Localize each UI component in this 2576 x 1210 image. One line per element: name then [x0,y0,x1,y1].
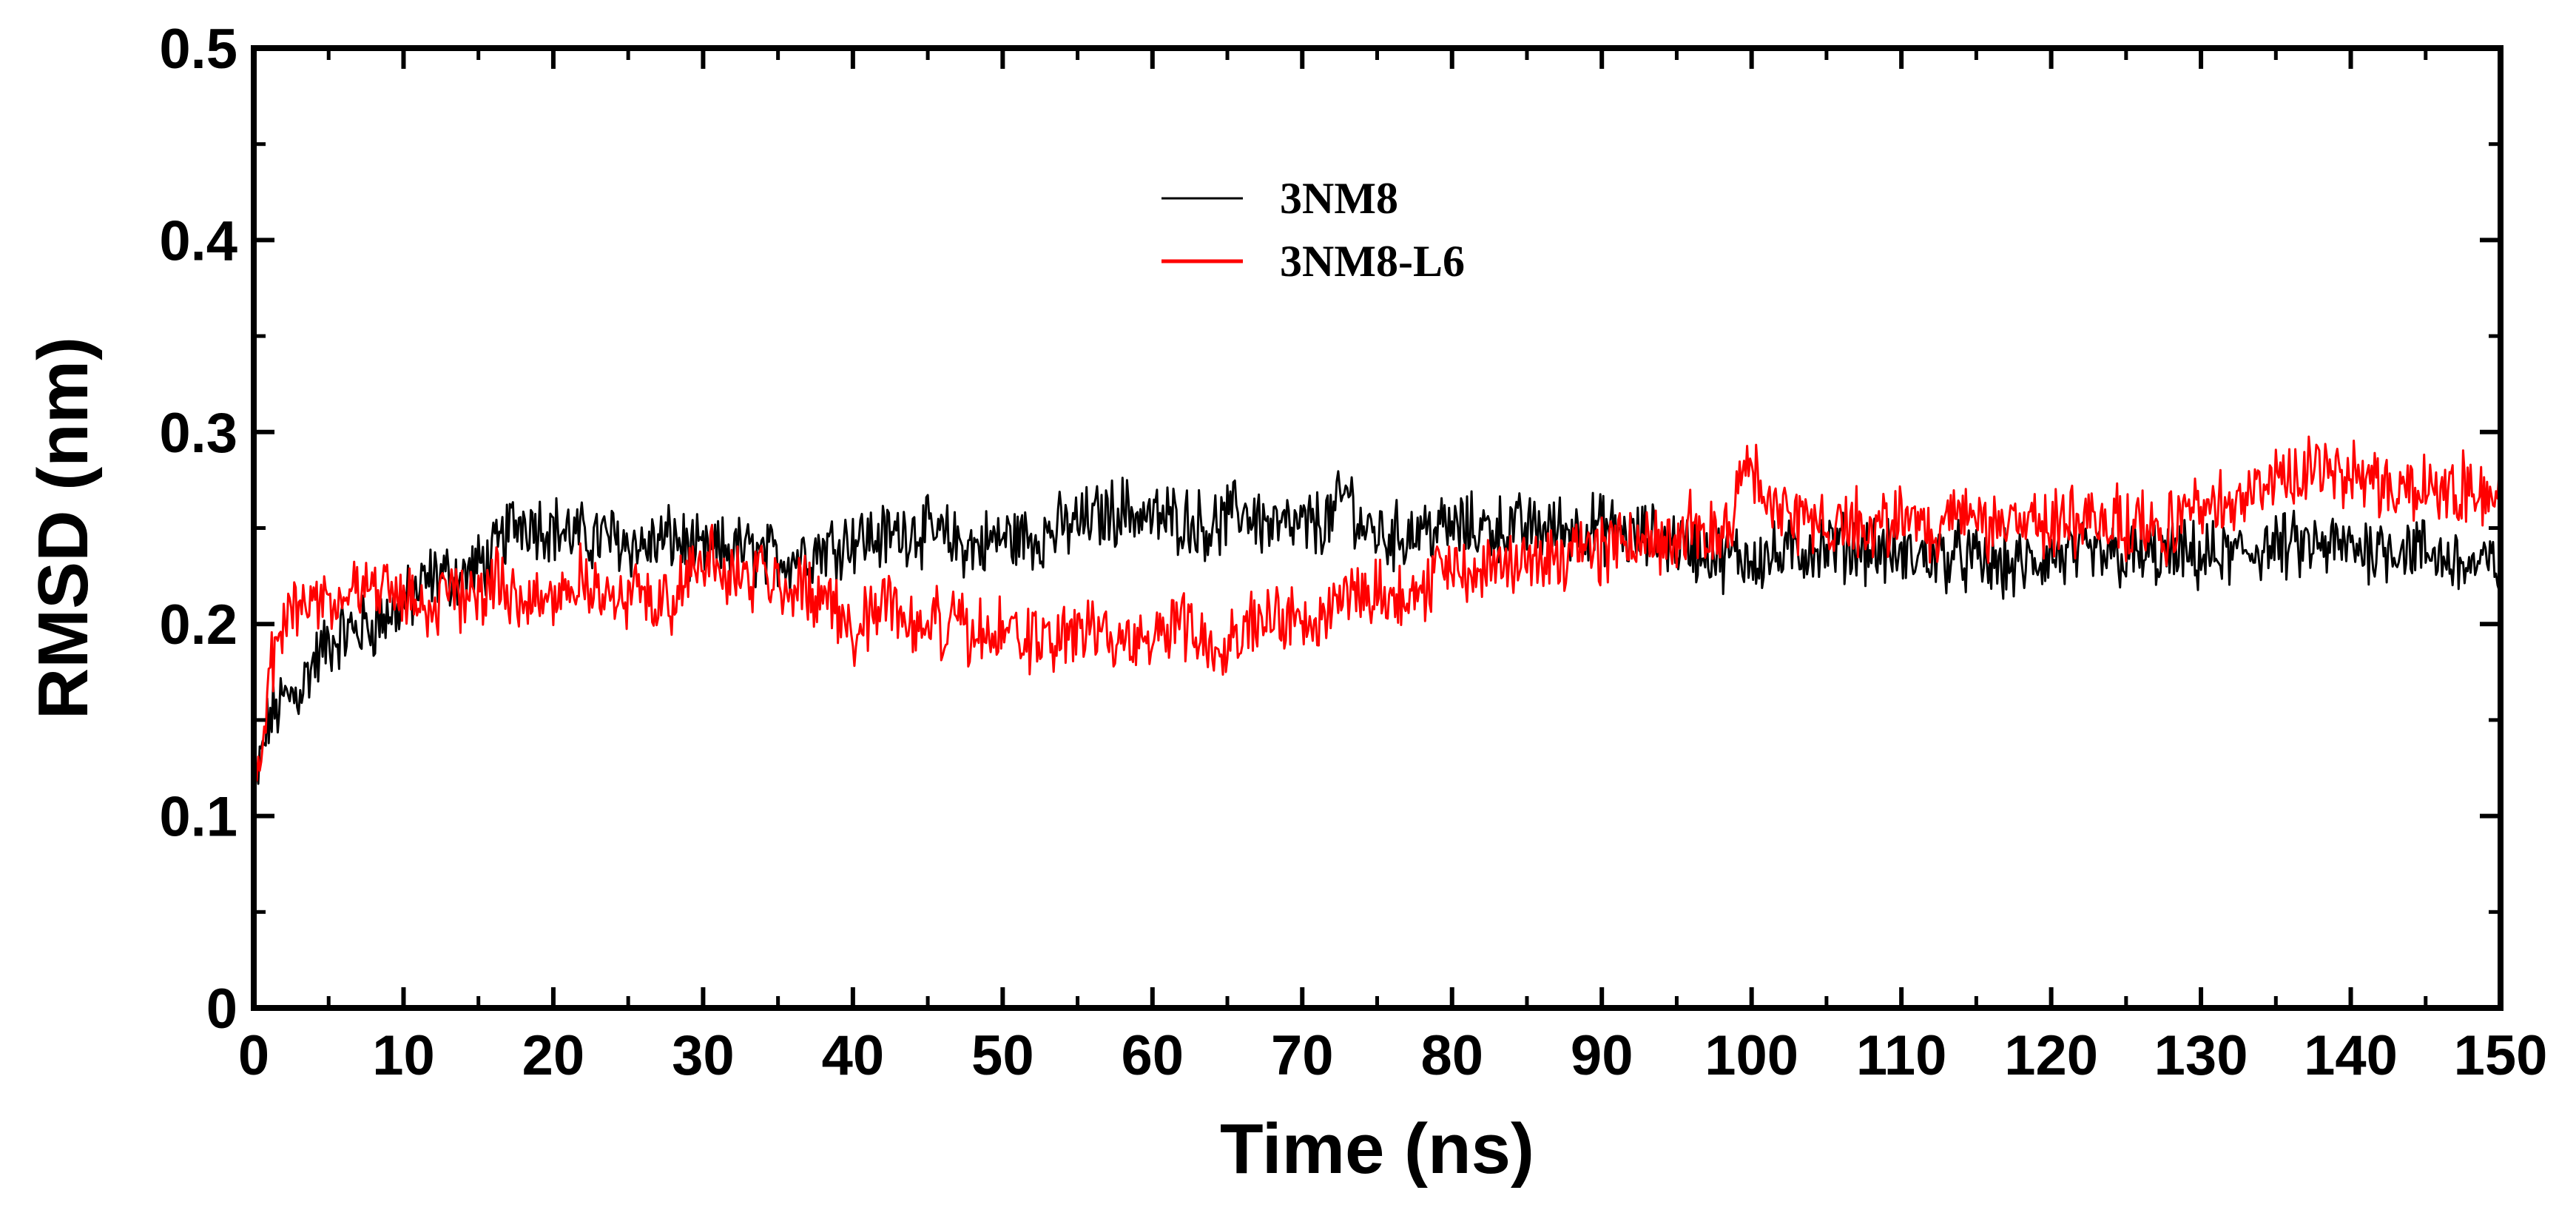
y-tick-label: 0.3 [159,402,237,465]
x-axis-title: Time (ns) [1220,1109,1534,1189]
series-layer [252,435,2502,793]
tick-label-layer: 0 10 20 30 40 50 60 70 80 90 100 110 120 130 140 150 0 0.… [159,18,2547,1087]
x-tick-label: 130 [2154,1024,2248,1087]
x-tick-label: 20 [522,1024,585,1087]
x-tick-label: 100 [1705,1024,1798,1087]
tick-layer [252,46,2503,1010]
x-tick-label: 140 [2304,1024,2398,1087]
legend-label: 3NM8-L6 [1280,237,1465,286]
x-tick-label: 50 [971,1024,1034,1087]
x-tick-label: 80 [1420,1024,1483,1087]
y-tick-label: 0.4 [159,209,237,272]
y-tick-label: 0.5 [159,18,237,81]
series-line-3nm8 [252,470,2502,793]
legend-label: 3NM8 [1280,174,1398,223]
x-tick-label: 90 [1571,1024,1633,1087]
series-line-3nm8-l6 [252,435,2502,782]
x-tick-label: 10 [372,1024,435,1087]
x-tick-label: 30 [672,1024,735,1087]
legend: 3NM8 3NM8-L6 [1161,174,1465,286]
x-tick-label: 120 [2004,1024,2098,1087]
x-tick-label: 110 [1856,1024,1947,1087]
y-tick-label: 0.2 [159,594,237,656]
x-tick-label: 0 [238,1024,269,1087]
x-tick-label: 150 [2454,1024,2548,1087]
y-tick-label: 0 [206,978,237,1041]
x-tick-label: 40 [822,1024,885,1087]
y-tick-label: 0.1 [159,786,237,849]
x-tick-label: 70 [1271,1024,1334,1087]
x-tick-label: 60 [1122,1024,1184,1087]
y-axis-title: RMSD (nm) [24,337,103,719]
